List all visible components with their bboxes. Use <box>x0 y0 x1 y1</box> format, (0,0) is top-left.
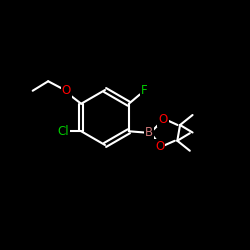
Text: Cl: Cl <box>57 125 69 138</box>
Text: O: O <box>158 113 168 126</box>
Text: O: O <box>155 140 164 153</box>
Text: B: B <box>145 126 154 139</box>
Text: F: F <box>141 84 148 96</box>
Text: O: O <box>62 84 71 97</box>
